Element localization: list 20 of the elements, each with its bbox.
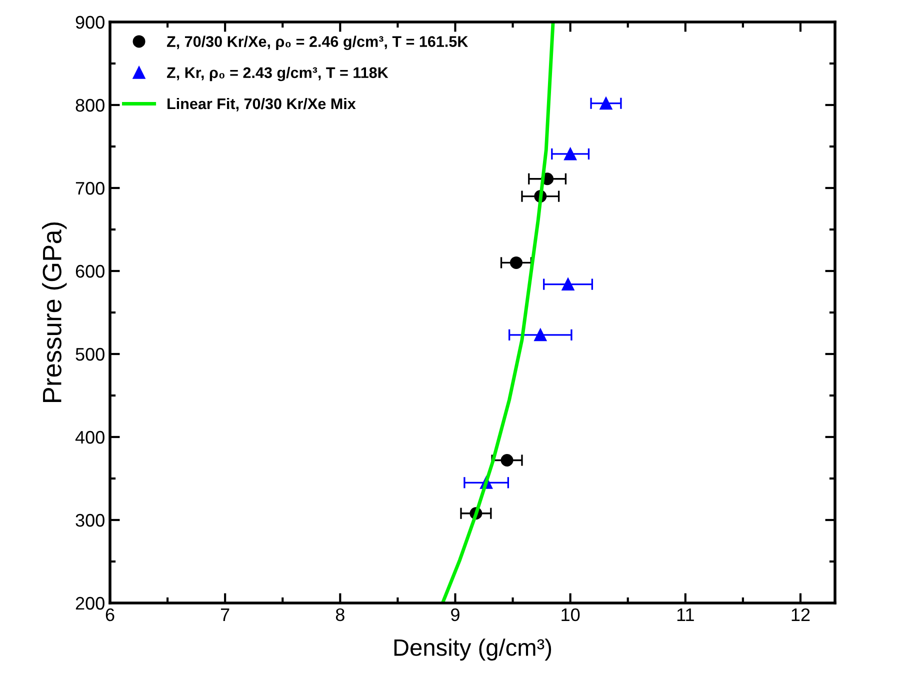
y-tick-label: 400 xyxy=(75,430,104,444)
y-tick-label: 500 xyxy=(76,348,104,361)
x-tick-label: 8 xyxy=(336,608,344,622)
legend-label: Linear Fit, 70/30 Kr/Xe Mix xyxy=(168,98,356,112)
x-tick-label: 11 xyxy=(677,608,694,621)
legend-label: Z, Kr, ρ₀ = 2.43 g/cm³, T = 118K xyxy=(166,66,388,82)
x-tick-label: 12 xyxy=(792,608,810,621)
legend-label: Z, 70/30 Kr/Xe, ρ₀ = 2.46 g/cm³, T = 161.5K xyxy=(166,36,468,50)
x-axis-title: Density (g/cm³) xyxy=(394,638,552,661)
y-tick-label: 600 xyxy=(76,264,104,278)
x-tick-label: 6 xyxy=(106,608,114,622)
y-tick-label: 200 xyxy=(76,596,104,610)
x-tick-label: 10 xyxy=(562,608,580,622)
y-tick-label: 800 xyxy=(76,98,104,112)
y-tick-label: 300 xyxy=(76,514,104,527)
x-tick-label: 9 xyxy=(451,608,460,622)
y-tick-label: 900 xyxy=(76,16,104,29)
y-axis-title: Pressure (GPa) xyxy=(42,222,67,402)
y-tick-label: 700 xyxy=(76,182,104,195)
x-tick-label: 7 xyxy=(220,608,230,621)
